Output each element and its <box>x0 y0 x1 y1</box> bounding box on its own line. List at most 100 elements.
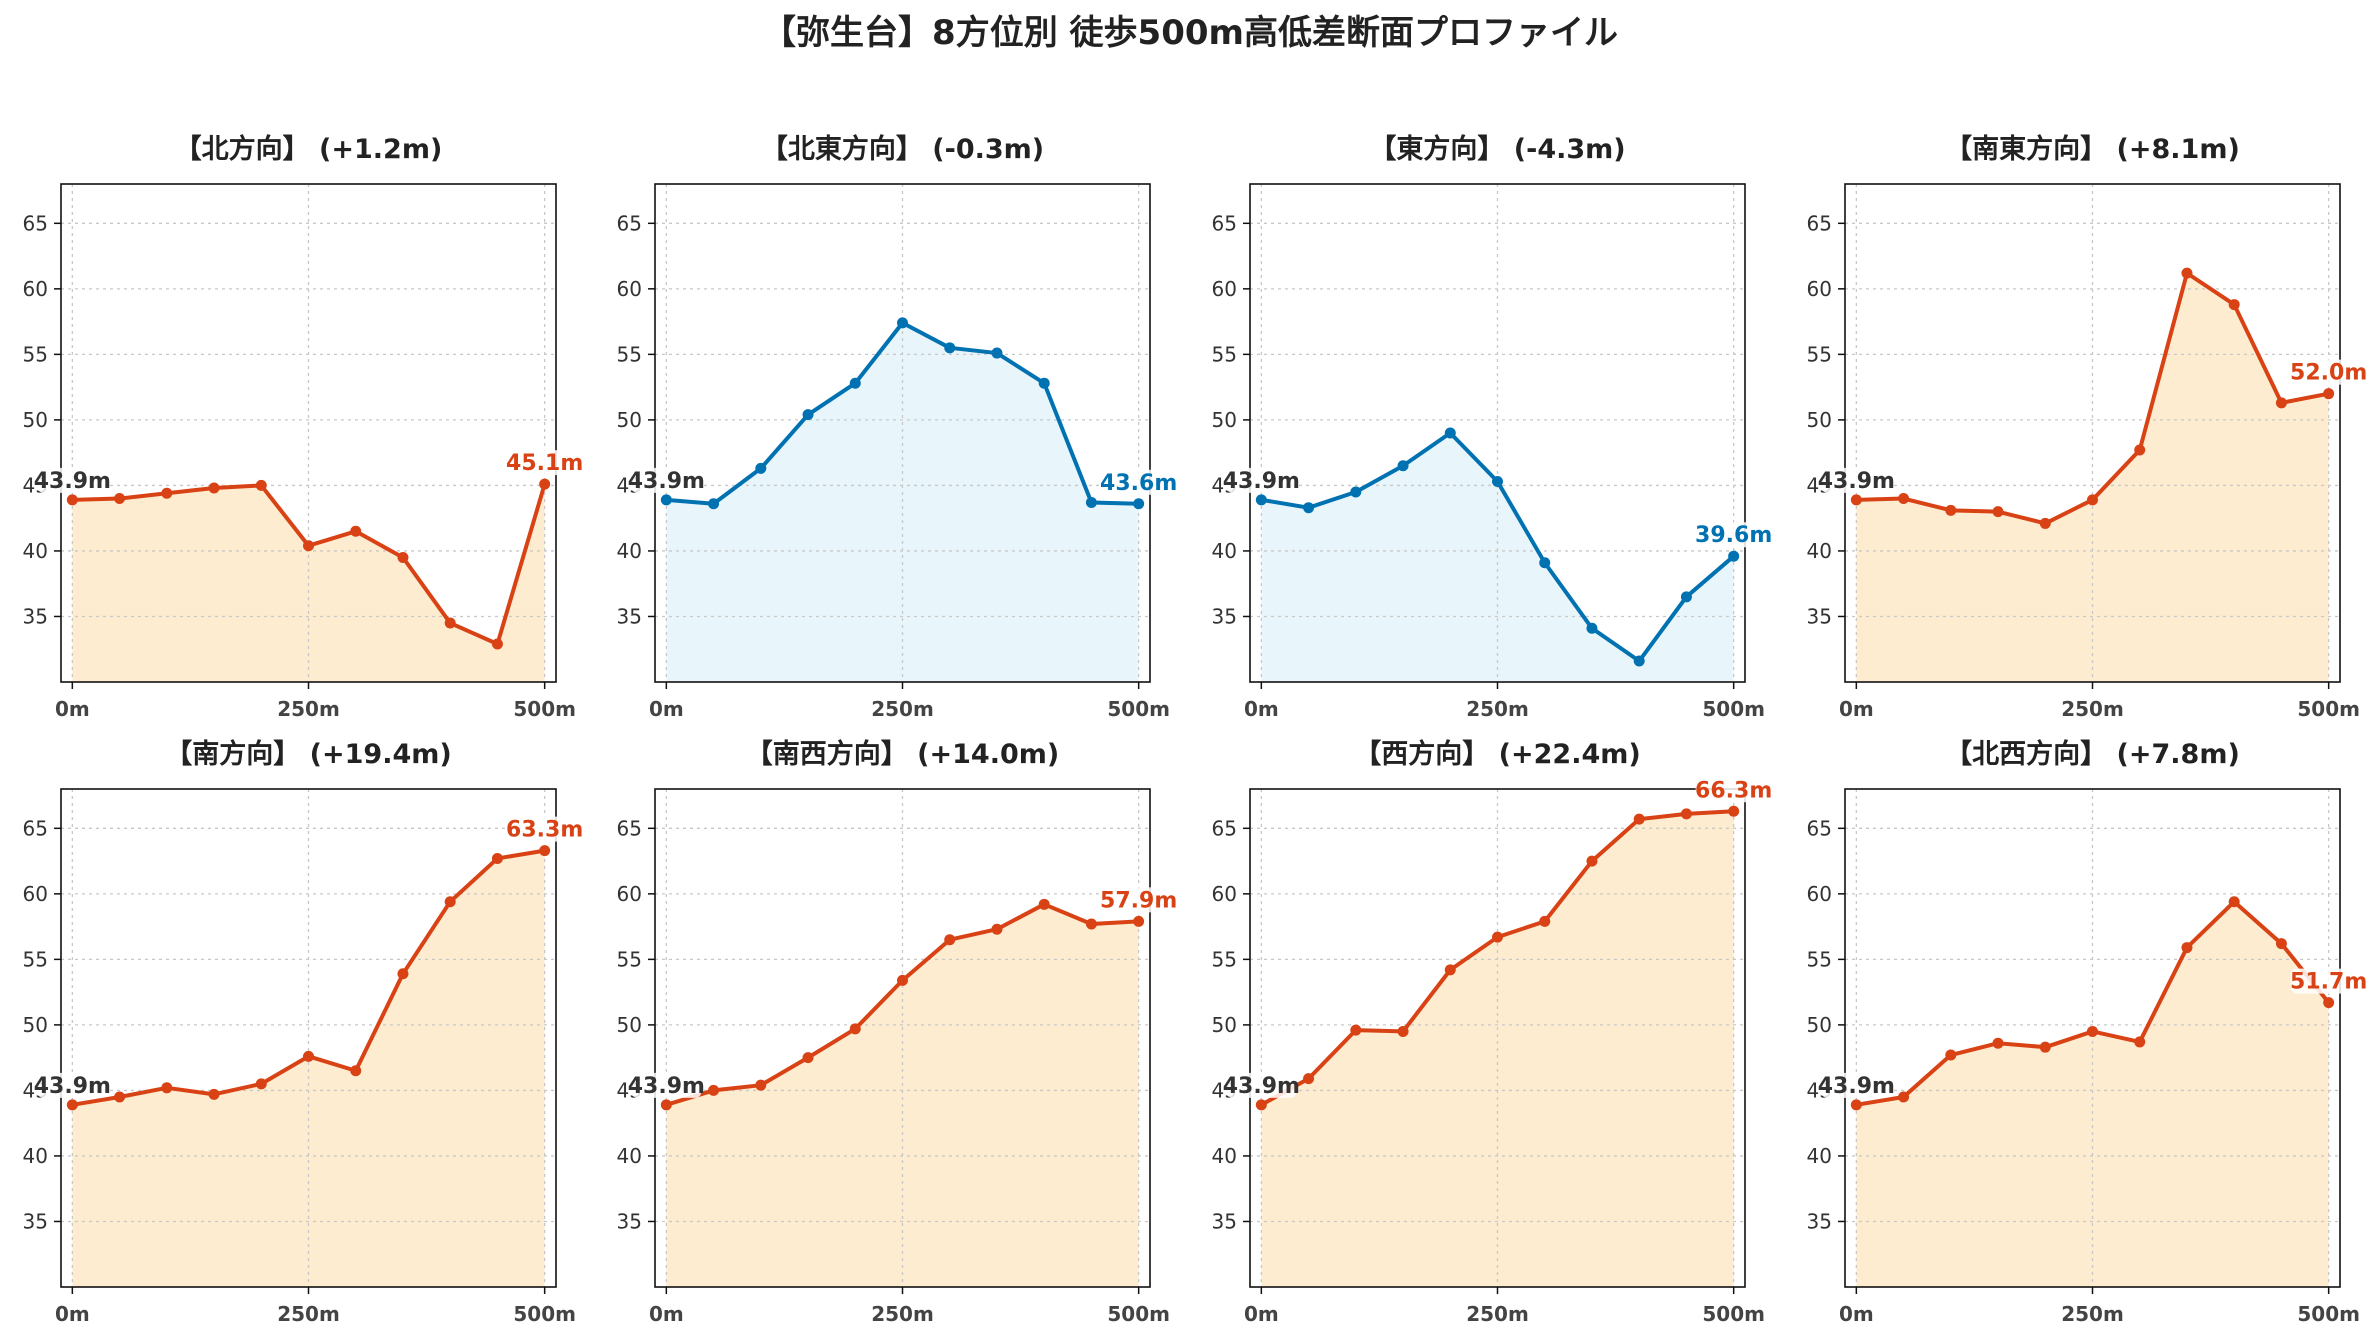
data-point <box>708 498 720 510</box>
end-elevation-label: 39.6m <box>1695 523 1772 548</box>
end-elevation-label: 66.3m <box>1695 778 1772 803</box>
panel-title: 【南方向】 (+19.4m) <box>165 738 451 770</box>
y-tick-label: 50 <box>1212 408 1237 432</box>
data-point <box>1680 808 1692 820</box>
start-label-background <box>1226 1072 1297 1098</box>
y-tick-label: 50 <box>617 408 642 432</box>
start-elevation-label: 43.9m <box>1223 469 1300 494</box>
suptitle: 【弥生台】8方位別 徒歩500m高低差断面プロファイル <box>762 13 1618 53</box>
data-point <box>1492 931 1503 943</box>
x-tick-label: 250m <box>2061 1302 2124 1326</box>
end-elevation-label: 63.3m <box>506 818 583 843</box>
area-fill <box>666 322 1139 682</box>
data-point <box>2181 267 2193 279</box>
y-tick-label: 60 <box>617 277 642 301</box>
y-tick-label: 60 <box>1212 277 1237 301</box>
y-tick-label: 65 <box>1212 211 1237 235</box>
data-point <box>491 852 503 864</box>
y-tick-label: 65 <box>1212 816 1237 840</box>
y-tick-label: 55 <box>1807 342 1832 366</box>
data-point <box>350 525 362 537</box>
start-elevation-label: 43.9m <box>628 1074 705 1099</box>
data-point <box>1444 964 1456 976</box>
data-point <box>255 479 267 491</box>
x-tick-label: 500m <box>2297 697 2360 721</box>
y-tick-label: 40 <box>1212 539 1237 563</box>
data-point <box>1133 915 1145 927</box>
start-elevation-label: 43.9m <box>34 1074 111 1099</box>
data-point <box>2134 1036 2146 1048</box>
data-point <box>991 923 1003 935</box>
y-tick-label: 65 <box>1807 816 1832 840</box>
end-label-background <box>1100 469 1177 495</box>
y-tick-label: 50 <box>23 1013 48 1037</box>
x-tick-label: 500m <box>513 697 576 721</box>
x-tick-label: 250m <box>2061 697 2124 721</box>
end-elevation-label: 57.9m <box>1100 888 1177 913</box>
data-point <box>1539 557 1551 569</box>
data-point <box>1728 805 1740 817</box>
start-elevation-label: 43.9m <box>34 469 111 494</box>
data-point <box>114 493 126 505</box>
data-point <box>66 494 78 506</box>
panel-title: 【南東方向】 (+8.1m) <box>1945 133 2240 165</box>
data-point <box>1850 1099 1862 1111</box>
x-tick-label: 500m <box>1107 697 1170 721</box>
x-tick-label: 500m <box>1702 1302 1765 1326</box>
x-tick-label: 250m <box>1466 1302 1529 1326</box>
data-point <box>2323 997 2335 1009</box>
y-tick-label: 40 <box>617 539 642 563</box>
x-tick-label: 0m <box>1244 1302 1279 1326</box>
data-point <box>1397 460 1409 472</box>
x-tick-label: 0m <box>1839 1302 1874 1326</box>
data-point <box>1133 498 1145 510</box>
x-tick-label: 250m <box>871 1302 934 1326</box>
y-tick-label: 65 <box>617 816 642 840</box>
end-label-background <box>2290 968 2367 994</box>
x-tick-label: 0m <box>1244 697 1279 721</box>
panel-title: 【北東方向】 (-0.3m) <box>761 133 1044 165</box>
end-label-background <box>506 450 583 476</box>
data-point <box>849 377 861 389</box>
data-point <box>1038 377 1050 389</box>
data-point <box>303 1050 314 1062</box>
data-point <box>397 968 409 980</box>
data-point <box>1633 813 1645 825</box>
data-point <box>660 494 672 506</box>
y-tick-label: 40 <box>23 1144 48 1168</box>
y-tick-label: 50 <box>1212 1013 1237 1037</box>
end-label-background <box>1695 522 1772 548</box>
data-point <box>1586 622 1598 634</box>
data-point <box>849 1023 861 1035</box>
start-label-background <box>1821 1072 1892 1098</box>
data-point <box>161 1082 173 1094</box>
y-tick-label: 55 <box>1212 342 1237 366</box>
x-tick-label: 0m <box>649 697 684 721</box>
y-tick-label: 60 <box>1807 277 1832 301</box>
y-tick-label: 60 <box>1212 882 1237 906</box>
area-fill <box>666 904 1139 1287</box>
data-point <box>2039 1041 2051 1053</box>
end-label-background <box>2290 359 2367 385</box>
data-point <box>491 638 503 650</box>
start-label-background <box>1226 467 1297 493</box>
y-tick-label: 60 <box>23 277 48 301</box>
y-tick-label: 40 <box>617 1144 642 1168</box>
data-point <box>1492 475 1503 487</box>
panel-title: 【南西方向】 (+14.0m) <box>746 738 1059 770</box>
data-point <box>2087 1025 2098 1037</box>
data-point <box>1350 486 1362 498</box>
data-point <box>897 974 908 986</box>
y-tick-label: 60 <box>23 882 48 906</box>
y-tick-label: 65 <box>23 816 48 840</box>
y-tick-label: 65 <box>1807 211 1832 235</box>
x-tick-label: 500m <box>1702 697 1765 721</box>
area-fill <box>1856 273 2329 682</box>
y-tick-label: 55 <box>617 947 642 971</box>
start-label-background <box>631 467 702 493</box>
end-elevation-label: 51.7m <box>2290 970 2367 995</box>
x-tick-label: 0m <box>1839 697 1874 721</box>
